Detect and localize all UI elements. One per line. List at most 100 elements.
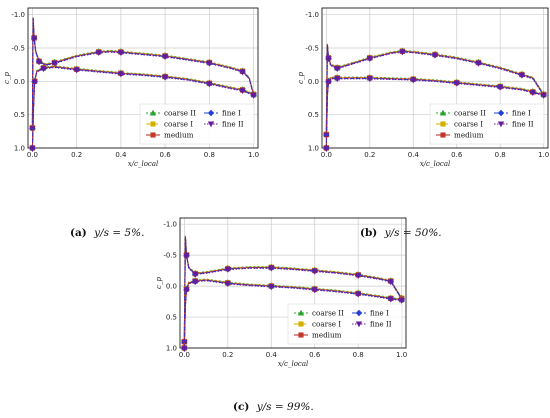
data-point bbox=[31, 79, 38, 86]
data-point bbox=[518, 72, 526, 79]
legend-label: medium bbox=[454, 131, 484, 140]
data-point bbox=[334, 76, 341, 82]
legend-label: medium bbox=[164, 131, 194, 140]
data-point bbox=[325, 79, 332, 86]
data-point bbox=[387, 279, 394, 286]
series-line-pressure-side-fine_II bbox=[325, 78, 544, 149]
x-tick-label: 0.0 bbox=[179, 351, 190, 359]
y-tick-label: -1.0 bbox=[305, 11, 319, 19]
data-point bbox=[399, 49, 406, 56]
legend-marker bbox=[440, 121, 446, 127]
chart-panel-c: 0.0 0.2 0.4 0.6 0.8 1.0 -1.0 -0.5 0.0 0.5 1.0 c_p x/… bbox=[155, 217, 407, 368]
legend-marker bbox=[298, 321, 304, 327]
plot-frame bbox=[27, 7, 259, 149]
legend-marker bbox=[149, 109, 157, 116]
y-tick-label: -0.5 bbox=[305, 45, 319, 53]
data-point bbox=[453, 80, 460, 87]
x-tick-label: 0.4 bbox=[408, 151, 420, 159]
x-tick-label: 1.0 bbox=[248, 151, 259, 159]
legend-box bbox=[139, 103, 255, 145]
data-point bbox=[354, 273, 362, 279]
series-line-suction-side-fine_I bbox=[31, 18, 255, 129]
data-point bbox=[431, 52, 439, 59]
y-tick-label: -1.0 bbox=[11, 11, 25, 19]
data-point bbox=[73, 67, 80, 74]
y-tick-label: 0.0 bbox=[166, 283, 177, 291]
y-tick-label: -0.5 bbox=[11, 45, 25, 53]
x-tick-label: 0.8 bbox=[204, 151, 215, 159]
legend-label: coarse I bbox=[454, 120, 483, 129]
y-tick-label: 0.0 bbox=[14, 78, 25, 86]
x-tick-label: 0.2 bbox=[364, 151, 375, 159]
y-axis-label: c_p bbox=[297, 72, 305, 84]
y-tick-label: -1.0 bbox=[163, 221, 177, 229]
data-point bbox=[387, 296, 394, 303]
data-point bbox=[95, 50, 102, 56]
legend-label: fine II bbox=[512, 120, 534, 129]
data-point bbox=[323, 146, 330, 152]
legend-marker bbox=[439, 109, 447, 116]
data-point bbox=[206, 60, 213, 67]
data-point bbox=[540, 92, 547, 99]
legend-label: coarse I bbox=[312, 320, 341, 329]
plot-frame bbox=[179, 217, 407, 349]
data-point bbox=[192, 279, 199, 286]
legend-label: coarse II bbox=[454, 109, 486, 118]
data-point bbox=[224, 267, 232, 273]
data-point bbox=[250, 92, 257, 99]
legend-marker bbox=[207, 121, 215, 128]
data-point bbox=[29, 146, 36, 152]
data-point bbox=[311, 287, 318, 294]
y-tick-label: 0.5 bbox=[166, 314, 177, 322]
x-tick-label: 0.2 bbox=[222, 351, 233, 359]
legend-label: coarse II bbox=[312, 309, 344, 318]
data-point bbox=[224, 281, 232, 287]
x-tick-label: 0.2 bbox=[71, 151, 82, 159]
legend-label: fine I bbox=[512, 109, 531, 118]
legend: coarse II coarse I medium fine I fine II bbox=[287, 303, 403, 345]
caption-a: (a) y/s = 5%. bbox=[70, 227, 144, 239]
data-point bbox=[183, 253, 190, 260]
x-tick-label: 0.4 bbox=[115, 151, 127, 159]
x-tick-label: 0.4 bbox=[266, 351, 278, 359]
x-tick-label: 0.0 bbox=[27, 151, 38, 159]
legend-marker bbox=[440, 132, 446, 138]
legend-marker bbox=[497, 109, 505, 117]
data-point bbox=[475, 60, 482, 67]
x-tick-label: 0.6 bbox=[160, 151, 172, 159]
legend-box bbox=[429, 103, 545, 145]
data-point bbox=[40, 66, 47, 72]
caption-b: (b) y/s = 50%. bbox=[360, 227, 442, 239]
y-axis-label: c_p bbox=[155, 277, 163, 289]
y-tick-label: 1.0 bbox=[308, 145, 319, 153]
y-tick-label: 0.0 bbox=[308, 78, 319, 86]
data-point bbox=[529, 90, 536, 96]
data-point bbox=[51, 60, 58, 67]
data-point bbox=[30, 36, 38, 42]
x-tick-label: 0.6 bbox=[309, 351, 321, 359]
data-point bbox=[183, 287, 190, 294]
x-tick-label: 0.6 bbox=[451, 151, 463, 159]
caption-c: (c) y/s = 99%. bbox=[233, 401, 314, 413]
data-point bbox=[239, 69, 246, 76]
legend-marker bbox=[297, 309, 305, 316]
x-tick-label: 0.0 bbox=[321, 151, 332, 159]
plot-frame bbox=[321, 7, 549, 149]
data-point bbox=[206, 81, 213, 88]
legend-label: medium bbox=[312, 331, 342, 340]
x-tick-label: 1.0 bbox=[538, 151, 549, 159]
legend-label: fine I bbox=[222, 109, 241, 118]
x-axis-label: x/c_local bbox=[128, 160, 159, 168]
legend: coarse II coarse I medium fine I fine II bbox=[429, 103, 545, 145]
data-point bbox=[311, 268, 318, 275]
data-point bbox=[268, 265, 275, 272]
legend-label: fine I bbox=[370, 309, 389, 318]
series-line-suction-side-fine_II bbox=[325, 45, 545, 136]
data-point bbox=[117, 71, 125, 78]
legend-label: fine II bbox=[370, 320, 392, 329]
data-point bbox=[366, 56, 374, 62]
y-tick-label: 0.5 bbox=[14, 111, 25, 119]
x-tick-label: 0.8 bbox=[495, 151, 506, 159]
data-point bbox=[366, 76, 374, 82]
data-point bbox=[161, 54, 169, 60]
